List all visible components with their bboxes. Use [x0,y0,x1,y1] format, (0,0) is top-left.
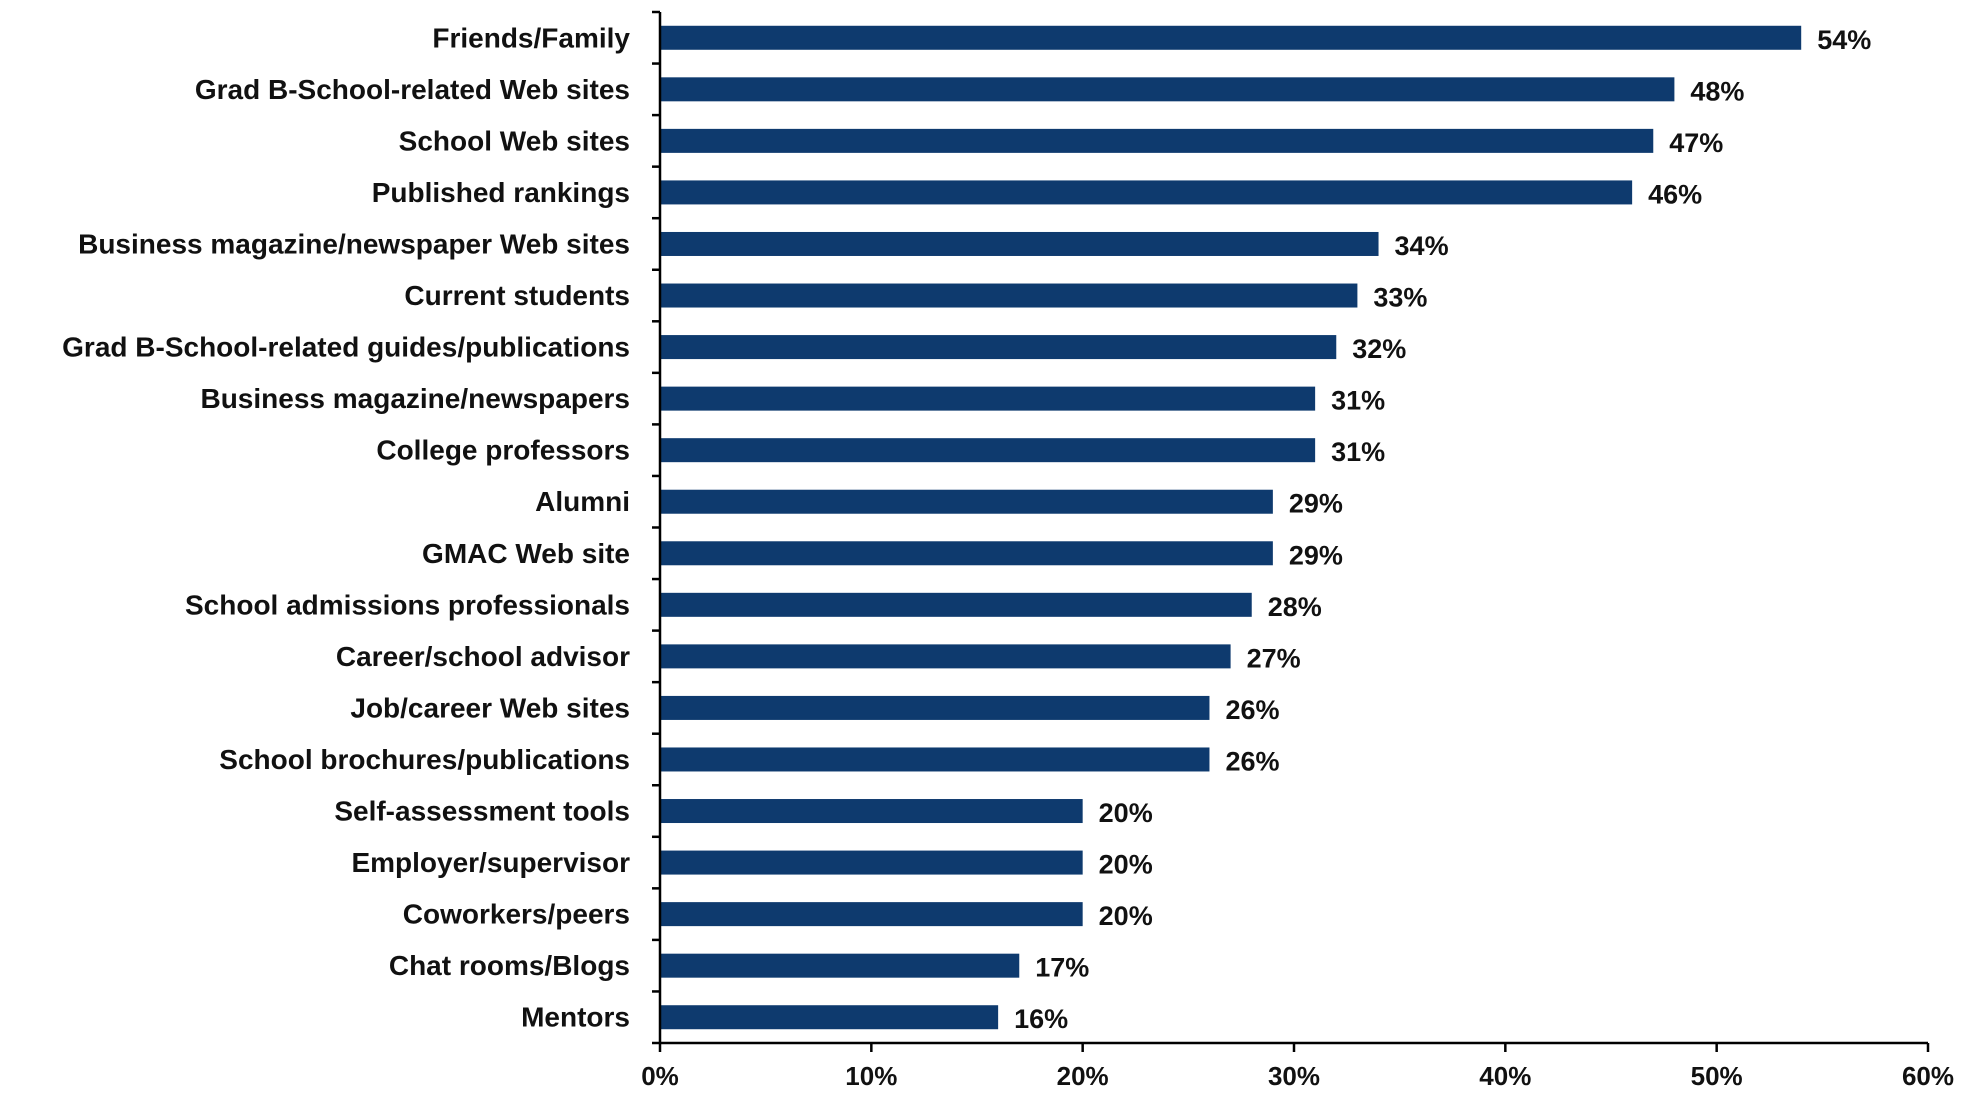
value-label: 34% [1395,231,1449,261]
bar [660,799,1083,824]
bar [660,747,1210,772]
x-axis-tick-label: 50% [1691,1061,1743,1091]
value-label: 31% [1331,437,1385,467]
value-label: 31% [1331,386,1385,416]
value-label: 46% [1648,179,1702,209]
value-label: 29% [1289,489,1343,519]
bar [660,386,1316,411]
x-axis-tick-label: 40% [1479,1061,1531,1091]
value-label: 17% [1035,953,1089,983]
category-label: Grad B-School-related Web sites [195,74,630,105]
value-label: 20% [1099,798,1153,828]
value-label: 27% [1247,643,1301,673]
category-labels-group: Friends/Family Grad B-School-related Web … [62,22,630,1032]
x-axis-tick-label: 30% [1268,1061,1320,1091]
category-label: Career/school advisor [336,641,630,672]
bar [660,902,1083,927]
value-label: 29% [1289,540,1343,570]
category-label: Coworkers/peers [403,899,630,930]
bar [660,489,1273,514]
category-label: Job/career Web sites [350,692,630,723]
bar [660,231,1379,256]
x-axis-tick-label: 0% [641,1061,679,1091]
bar [660,1005,999,1030]
category-label: Business magazine/newspaper Web sites [78,228,630,259]
value-label: 26% [1225,695,1279,725]
bars-group [660,25,1802,1030]
category-label: Mentors [521,1002,630,1033]
bar [660,25,1802,50]
category-label: Published rankings [372,177,630,208]
value-labels-group: 54% 48% 47% 46% 34% 33% 32% 31% 31% 29% 29% 28% 27% 2… [1014,25,1871,1034]
value-label: 32% [1352,334,1406,364]
bar [660,695,1210,720]
value-label: 33% [1373,283,1427,313]
x-axis-tick-label: 20% [1057,1061,1109,1091]
bar [660,541,1273,566]
value-label: 20% [1099,850,1153,880]
x-axis-ticks-group [652,10,1930,1052]
category-label: Friends/Family [432,22,630,53]
category-label: School brochures/publications [219,744,630,775]
bar [660,438,1316,463]
category-label: Alumni [535,486,630,517]
category-label: Self-assessment tools [334,796,630,827]
category-label: GMAC Web site [422,538,630,569]
x-axis-tick-label: 60% [1902,1061,1954,1091]
bar [660,850,1083,875]
x-axis-tick-labels-group: 0% 10% 20% 30% 40% 50% 60% [641,1061,1954,1091]
value-label: 26% [1225,746,1279,776]
category-label: College professors [376,435,630,466]
bar [660,77,1675,102]
value-label: 47% [1669,128,1723,158]
bar [660,953,1020,978]
bar [660,592,1252,617]
category-label: Chat rooms/Blogs [389,950,630,981]
bar [660,283,1358,308]
bar [660,180,1633,205]
value-label: 20% [1099,901,1153,931]
category-label: School admissions professionals [185,589,630,620]
value-label: 28% [1268,592,1322,622]
bar [660,644,1231,669]
category-label: Employer/supervisor [351,847,630,878]
category-label: Current students [404,280,630,311]
category-label: Grad B-School-related guides/publication… [62,332,630,363]
category-label: Business magazine/newspapers [200,383,630,414]
bar [660,335,1337,360]
bar [660,128,1654,153]
value-label: 16% [1014,1004,1068,1034]
value-label: 48% [1690,76,1744,106]
category-label: School Web sites [399,125,630,156]
x-axis-tick-label: 10% [845,1061,897,1091]
value-label: 54% [1817,25,1871,55]
